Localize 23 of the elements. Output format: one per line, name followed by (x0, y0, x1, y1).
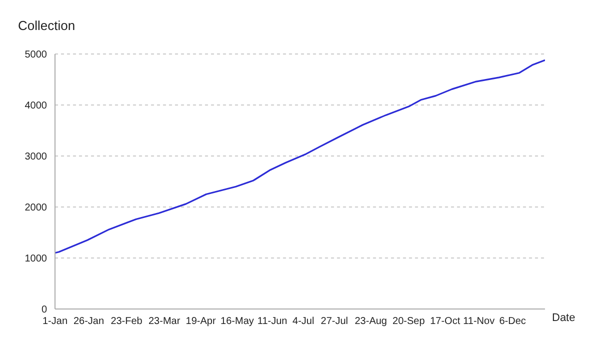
chart-title: Collection (18, 18, 76, 33)
x-tick-label: 16-May (220, 316, 254, 328)
x-tick-label: 26-Jan (73, 316, 104, 328)
y-tick-label: 1000 (24, 254, 48, 265)
x-tick-label: 17-Oct (430, 316, 460, 328)
x-tick-label: 23-Mar (148, 316, 181, 328)
y-tick-label: 0 (41, 304, 48, 316)
x-tick-label: 1-Jan (42, 316, 68, 328)
x-tick-label: 11-Jun (257, 316, 288, 328)
x-tick-label: 23-Feb (110, 316, 143, 328)
x-tick-label: 23-Aug (354, 316, 387, 328)
x-tick-label: 11-Nov (463, 316, 495, 328)
x-tick-label: 19-Apr (186, 316, 216, 328)
y-tick-label: 4000 (24, 100, 48, 112)
x-axis-title: Date (552, 312, 576, 324)
line-series (55, 59, 545, 254)
y-tick-label: 2000 (24, 202, 48, 214)
y-tick-label: 5000 (24, 50, 48, 61)
x-tick-label: 20-Sep (392, 316, 426, 328)
y-tick-label: 3000 (24, 152, 48, 163)
x-tick-label: 4-Jul (292, 316, 314, 328)
x-tick-label: 27-Jul (320, 316, 348, 328)
x-tick-label: 6-Dec (499, 316, 526, 328)
